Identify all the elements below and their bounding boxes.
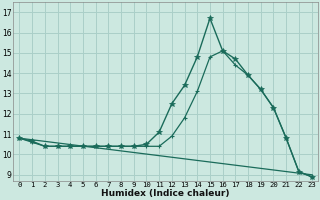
X-axis label: Humidex (Indice chaleur): Humidex (Indice chaleur) (101, 189, 230, 198)
